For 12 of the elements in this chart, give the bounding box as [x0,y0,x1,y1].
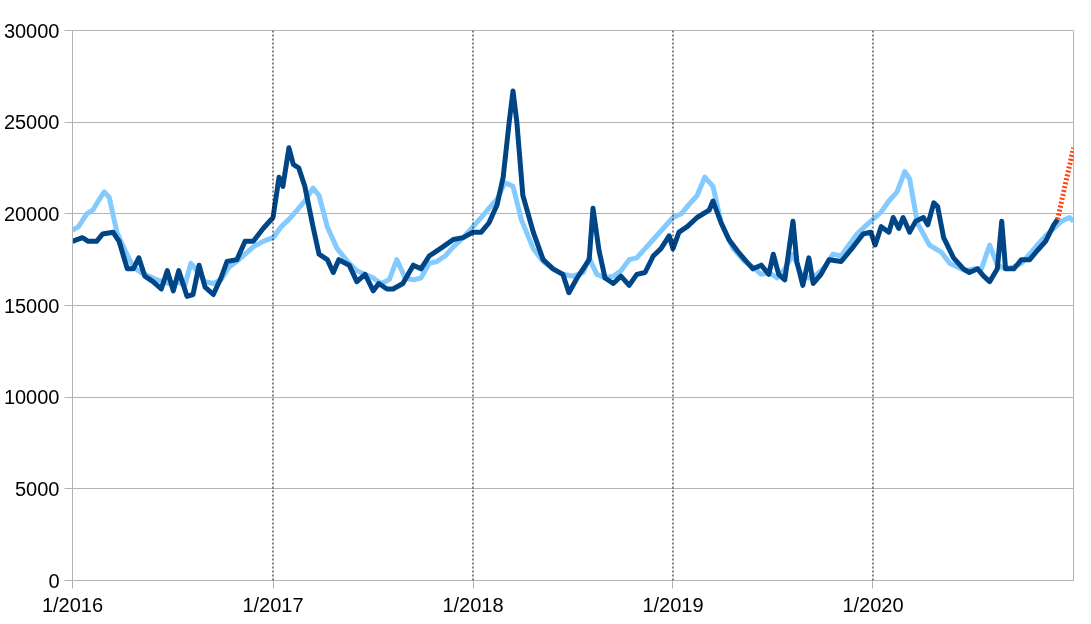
y-tick-label: 10000 [3,386,60,409]
x-tick-label: 1/2019 [642,593,704,616]
x-tick-label: 1/2020 [842,593,904,616]
y-tick-label: 15000 [3,294,60,317]
y-tick-label: 25000 [3,111,60,134]
y-tick-label: 30000 [3,19,60,42]
y-tick-label: 20000 [3,202,60,225]
y-tick-label: 0 [48,569,60,592]
x-tick-label: 1/2018 [442,593,504,616]
x-tick-label: 1/2016 [41,593,104,616]
y-tick-label: 5000 [15,477,60,500]
x-tick-label: 1/2017 [242,593,304,616]
